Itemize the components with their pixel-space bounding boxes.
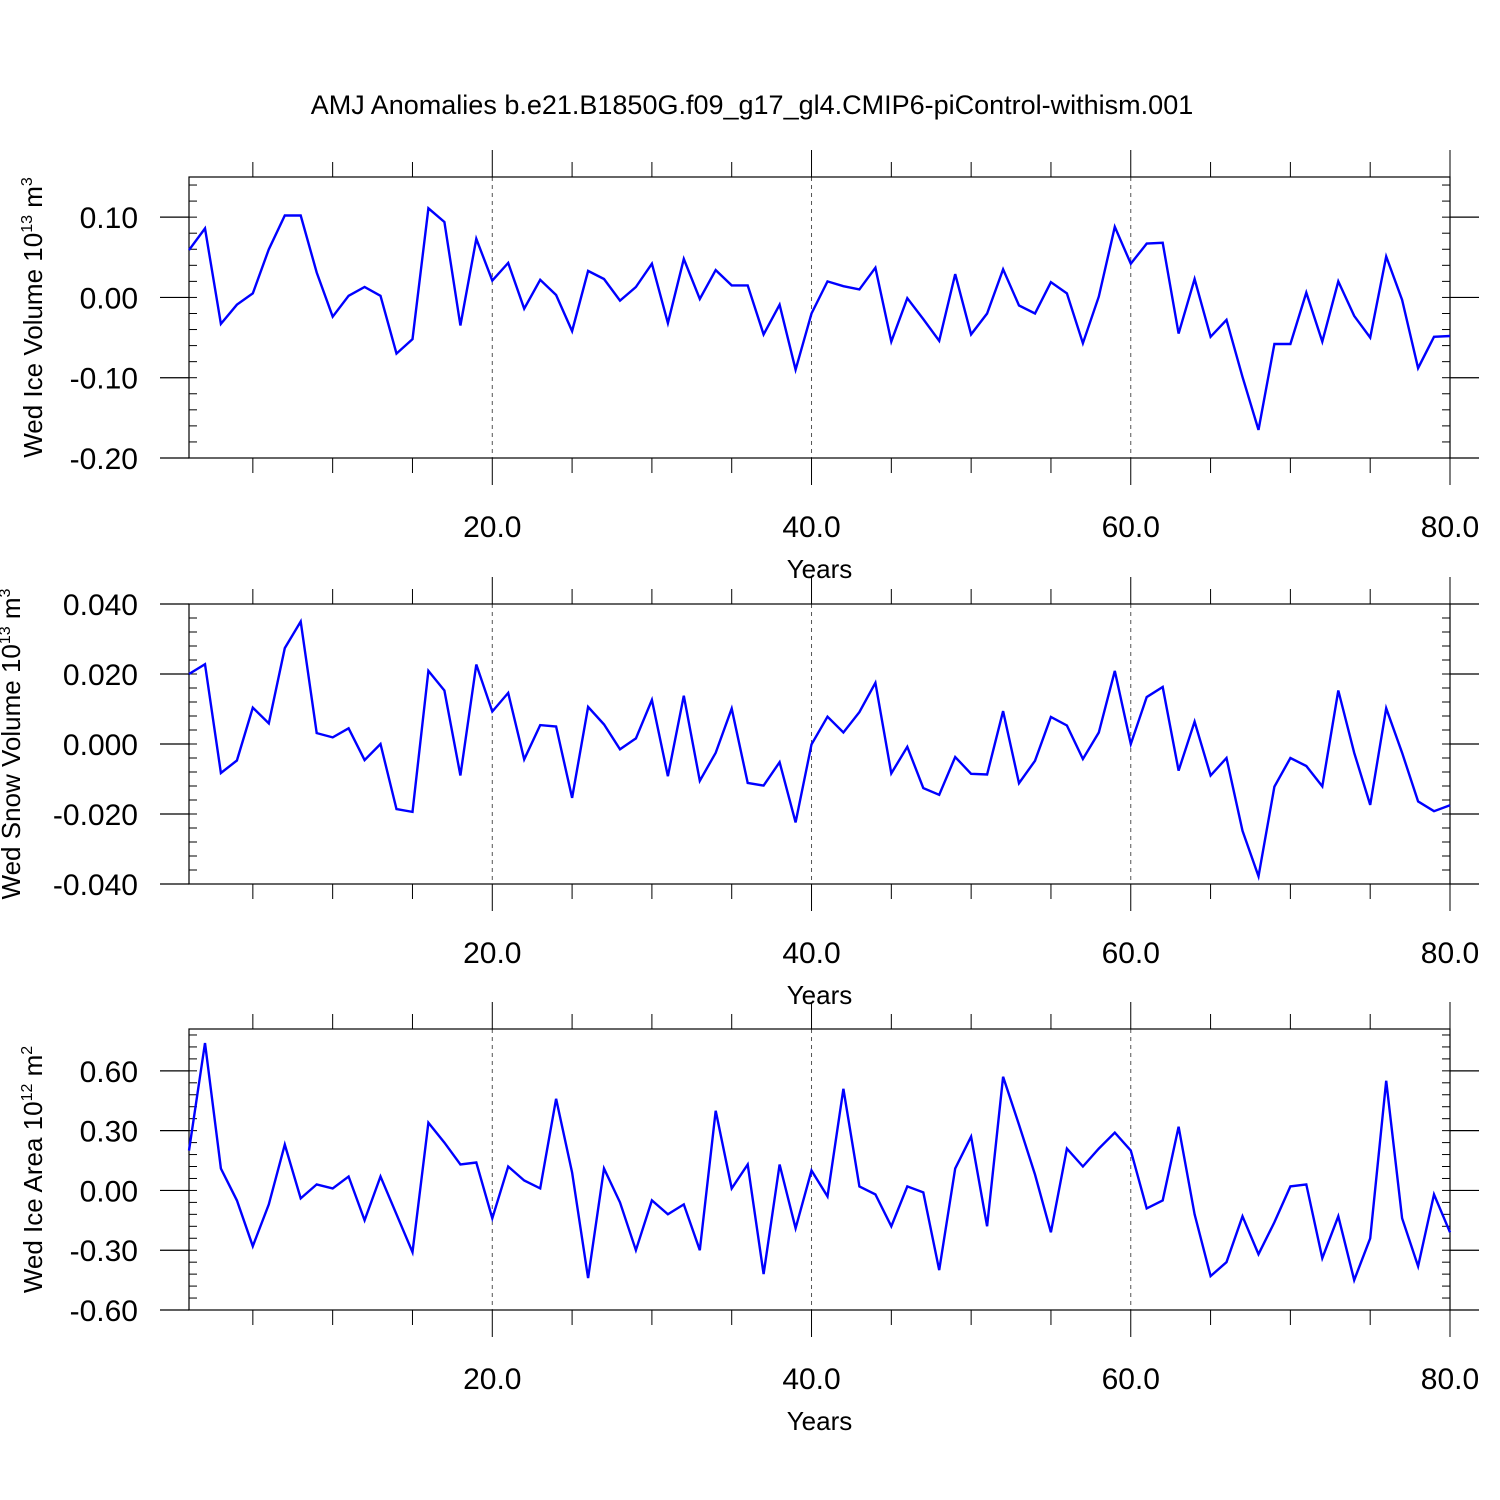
x-tick-label: 20.0 xyxy=(463,1363,521,1396)
panels: -0.20 -0.10 0.00 0.10 20.0 40.0 60.0 80.0 Years W… xyxy=(0,150,1479,1436)
y-axis-title-exponent: 13 xyxy=(0,626,14,644)
x-tick-label: 20.0 xyxy=(463,511,521,544)
x-tick-label: 40.0 xyxy=(782,1363,840,1396)
series-line xyxy=(188,205,1451,431)
y-tick-label: 0.000 xyxy=(63,729,138,762)
x-tick-label: 60.0 xyxy=(1102,1363,1160,1396)
y-axis-title-unit-exponent: 2 xyxy=(19,1046,36,1055)
y-tick-label: -0.20 xyxy=(70,443,138,476)
x-tick-label: 40.0 xyxy=(782,511,840,544)
y-tick-label: 0.30 xyxy=(80,1116,138,1149)
x-tick-label: 20.0 xyxy=(463,937,521,970)
y-tick-label: 0.00 xyxy=(80,1175,138,1208)
series-line xyxy=(187,1042,1452,1285)
y-tick-label: -0.040 xyxy=(53,869,138,902)
y-tick-label: -0.10 xyxy=(70,363,138,396)
y-axis-title-unit: m xyxy=(18,186,48,215)
x-axis-title: Years xyxy=(787,554,853,584)
figure-title: AMJ Anomalies b.e21.B1850G.f09_g17_gl4.C… xyxy=(311,90,1193,120)
x-tick-label: 60.0 xyxy=(1102,937,1160,970)
x-tick-label: 40.0 xyxy=(782,937,840,970)
x-tick-label: 80.0 xyxy=(1421,937,1479,970)
y-axis-title-unit-exponent: 3 xyxy=(0,588,14,597)
y-tick-label: -0.30 xyxy=(70,1235,138,1268)
y-axis-title-base: Wed Ice Area 10 xyxy=(18,1101,48,1293)
y-axis-title-base: Wed Snow Volume 10 xyxy=(0,644,26,899)
y-axis-title: Wed Ice Volume 1013 m3 xyxy=(18,177,48,458)
chart-panel-2: -0.040 -0.020 0.000 0.020 0.040 20.0 40.0 60.0 8… xyxy=(0,577,1479,1010)
y-axis-title-unit: m xyxy=(18,1055,48,1084)
plot-frame xyxy=(188,603,1451,885)
x-tick-label: 80.0 xyxy=(1421,511,1479,544)
y-tick-label: 0.00 xyxy=(80,282,138,315)
y-axis-title: Wed Ice Area 1012 m2 xyxy=(18,1046,48,1293)
y-axis-title: Wed Snow Volume 1013 m3 xyxy=(0,588,26,899)
plot-frame xyxy=(188,1028,1451,1311)
x-tick-label: 60.0 xyxy=(1102,511,1160,544)
y-tick-label: 0.040 xyxy=(63,589,138,622)
y-tick-label: 0.10 xyxy=(80,202,138,235)
chart-panel-3: -0.60 -0.30 0.00 0.30 0.60 20.0 40.0 60.0 80.0 Ye… xyxy=(18,1002,1479,1436)
chart-panel-1: -0.20 -0.10 0.00 0.10 20.0 40.0 60.0 80.0 Years W… xyxy=(18,150,1479,584)
y-tick-label: 0.60 xyxy=(80,1056,138,1089)
y-axis-title-exponent: 13 xyxy=(19,215,36,233)
y-axis-title-exponent: 12 xyxy=(19,1084,36,1102)
y-tick-label: -0.020 xyxy=(53,799,138,832)
y-axis-title-unit-exponent: 3 xyxy=(19,177,36,186)
x-axis-title: Years xyxy=(787,1406,853,1436)
y-axis-title-unit: m xyxy=(0,597,26,626)
series-line xyxy=(188,617,1451,882)
y-axis-title-base: Wed Ice Volume 10 xyxy=(18,233,48,458)
y-tick-label: 0.020 xyxy=(63,659,138,692)
y-tick-label: -0.60 xyxy=(70,1295,138,1328)
plot-frame xyxy=(188,176,1451,459)
x-axis-title: Years xyxy=(787,980,853,1010)
x-tick-label: 80.0 xyxy=(1421,1363,1479,1396)
